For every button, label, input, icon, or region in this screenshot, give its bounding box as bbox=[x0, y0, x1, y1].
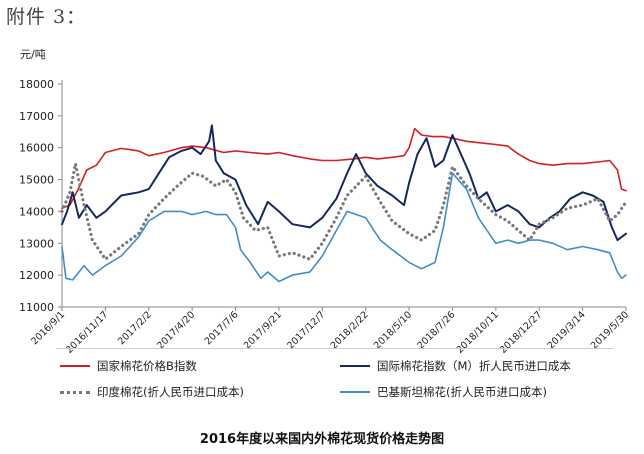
legend-divider bbox=[56, 348, 614, 349]
x-tick-label-7: 2018/2/22 bbox=[329, 309, 371, 351]
legend-label-intl-m-index: 国际棉花指数（M）折人民币进口成本 bbox=[377, 359, 571, 373]
figure-caption: 2016年度以来国内外棉花现货价格走势图 bbox=[199, 432, 445, 447]
x-tick-label-9: 2018/7/26 bbox=[415, 309, 457, 351]
attachment-heading: 附件 3： bbox=[6, 6, 87, 28]
x-tick-label-8: 2018/5/10 bbox=[372, 309, 414, 351]
x-tick-label-3: 2017/4/20 bbox=[155, 309, 197, 351]
legend-label-cn-b-index: 国家棉花价格B指数 bbox=[97, 359, 197, 373]
x-tick-label-0: 2016/9/1 bbox=[29, 309, 67, 347]
y-axis-unit-label: 元/吨 bbox=[20, 48, 46, 61]
y-tick-label-18000: 18000 bbox=[19, 78, 54, 91]
y-tick-label-14000: 14000 bbox=[19, 205, 54, 218]
y-tick-label-13000: 13000 bbox=[19, 237, 54, 250]
legend-label-india-cotton: 印度棉花(折人民币进口成本) bbox=[97, 385, 244, 399]
x-tick-label-5: 2017/9/21 bbox=[242, 309, 284, 351]
legend-swatch-red bbox=[60, 365, 90, 367]
x-tick-label-4: 2017/7/6 bbox=[203, 309, 241, 347]
series-line-pakistan-cotton bbox=[61, 172, 627, 283]
x-tick-label-13: 2019/5/30 bbox=[589, 309, 631, 351]
y-tick-label-16000: 16000 bbox=[19, 142, 54, 155]
legend-swatch-blue bbox=[340, 391, 370, 393]
legend-swatch-navy bbox=[340, 365, 370, 367]
x-tick-label-6: 2017/12/7 bbox=[285, 309, 327, 351]
y-tick-label-15000: 15000 bbox=[19, 174, 54, 187]
y-tick-label-17000: 17000 bbox=[19, 110, 54, 123]
x-tick-label-2: 2017/2/2 bbox=[116, 309, 154, 347]
series-line-intl-m-index bbox=[61, 124, 627, 242]
series-line-cn-b-index bbox=[61, 127, 627, 209]
y-tick-label-12000: 12000 bbox=[19, 269, 54, 282]
series-line-india-cotton bbox=[60, 162, 628, 261]
legend-label-pakistan-cotton: 巴基斯坦棉花(折人民币进口成本) bbox=[377, 385, 547, 399]
y-tick-label-11000: 11000 bbox=[19, 301, 54, 314]
legend-swatch-gray-dotted bbox=[60, 391, 90, 394]
x-tick-label-12: 2019/3/14 bbox=[546, 309, 588, 351]
